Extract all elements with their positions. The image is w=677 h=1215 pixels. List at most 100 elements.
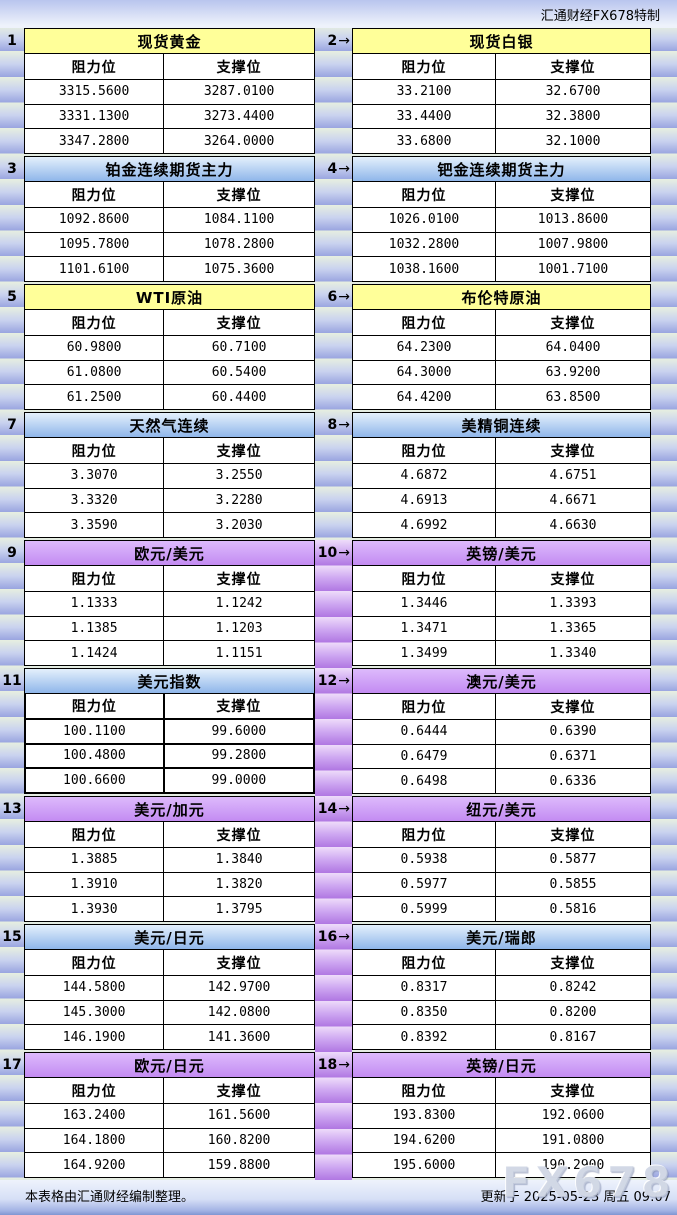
quote-table: 美精铜连续 阻力位 支撑位 4.6872 4.6751 4.6913 4.6671 … (352, 412, 651, 538)
right-margin (651, 668, 677, 796)
resistance-value: 1092.8600 (25, 208, 165, 233)
row-number-label: 16 → (317, 929, 350, 945)
resistance-value: 1.3930 (25, 897, 165, 922)
row-number-label: 18 → (317, 1057, 350, 1073)
resistance-value: 1026.0100 (353, 208, 497, 233)
support-value: 63.9200 (496, 360, 651, 386)
table-grid: 阻力位 支撑位 1026.0100 1013.8600 1032.2800 1007… (352, 182, 651, 282)
support-header: 支撑位 (496, 822, 651, 848)
resistance-value: 3347.2800 (25, 129, 165, 154)
quote-table: 美元指数 阻力位 支撑位 100.1100 99.6000 100.4800 99.… (24, 668, 315, 794)
resistance-value: 1095.7800 (25, 232, 165, 258)
resistance-value: 33.4400 (353, 104, 497, 130)
support-header: 支撑位 (164, 1078, 315, 1104)
center-gap: 12 → (315, 668, 352, 796)
left-margin: 15 (0, 924, 24, 1052)
right-arrow-icon: → (338, 161, 350, 177)
fx678-watermark: FX678 (502, 1158, 676, 1207)
update-timestamp: 更新于 2025-05-23 周五 09:07 (480, 1190, 671, 1205)
resistance-value: 33.2100 (353, 80, 497, 105)
table-title: 美元/日元 (24, 924, 315, 950)
support-value: 4.6751 (496, 464, 651, 489)
support-header: 支撑位 (164, 950, 315, 976)
resistance-value: 144.5800 (25, 976, 165, 1001)
support-value: 141.3600 (164, 1025, 315, 1050)
right-margin (651, 284, 677, 412)
support-value: 32.3800 (496, 104, 651, 130)
support-header: 支撑位 (164, 822, 315, 848)
support-header: 支撑位 (496, 54, 651, 80)
table-title: 英镑/美元 (352, 540, 651, 566)
resistance-header: 阻力位 (26, 694, 165, 720)
row-number-label: 1 (7, 33, 17, 49)
center-gap: 16 → (315, 924, 352, 1052)
support-value: 1.3840 (164, 848, 315, 873)
support-value: 1.3340 (496, 641, 651, 666)
support-value: 0.6336 (496, 769, 651, 794)
table-title: 美元指数 (24, 668, 315, 694)
resistance-value: 0.8392 (353, 1025, 497, 1050)
row-number-label: 11 (2, 673, 22, 689)
resistance-value: 4.6872 (353, 464, 497, 489)
center-gap: 10 → (315, 540, 352, 668)
support-value: 142.0800 (164, 1000, 315, 1026)
quote-table: WTI原油 阻力位 支撑位 60.9800 60.7100 61.0800 60.5… (24, 284, 315, 410)
support-value: 4.6630 (496, 513, 651, 538)
quote-table: 钯金连续期货主力 阻力位 支撑位 1026.0100 1013.8600 1032… (352, 156, 651, 282)
resistance-header: 阻力位 (353, 310, 497, 336)
table-title: 天然气连续 (24, 412, 315, 438)
resistance-value: 0.5999 (353, 897, 497, 922)
table-title: 布伦特原油 (352, 284, 651, 310)
table-title: 美元/加元 (24, 796, 315, 822)
center-gap: 14 → (315, 796, 352, 924)
table-title: 欧元/美元 (24, 540, 315, 566)
resistance-header: 阻力位 (353, 54, 497, 80)
resistance-value: 1101.6100 (25, 257, 165, 282)
table-grid: 阻力位 支撑位 64.2300 64.0400 64.3000 63.9200 64… (352, 310, 651, 410)
table-title: 钯金连续期货主力 (352, 156, 651, 182)
support-value: 0.6371 (496, 744, 651, 770)
table-pair-row: 11 美元指数 阻力位 支撑位 100.1100 99.6000 100.4800… (0, 668, 677, 796)
table-grid: 阻力位 支撑位 0.6444 0.6390 0.6479 0.6371 0.6498… (352, 694, 651, 794)
support-value: 1007.9800 (496, 232, 651, 258)
resistance-header: 阻力位 (25, 310, 165, 336)
resistance-value: 164.9200 (25, 1153, 165, 1178)
support-header: 支撑位 (164, 182, 315, 208)
table-grid: 阻力位 支撑位 100.1100 99.6000 100.4800 99.2800 … (24, 694, 315, 794)
resistance-value: 3331.1300 (25, 104, 165, 130)
resistance-value: 193.8300 (353, 1104, 497, 1129)
left-margin: 3 (0, 156, 24, 284)
left-margin: 1 (0, 28, 24, 156)
right-arrow-icon: → (338, 1057, 350, 1073)
table-title: 澳元/美元 (352, 668, 651, 694)
top-bar: 汇通财经FX678特制 (0, 0, 677, 28)
table-grid: 阻力位 支撑位 163.2400 161.5600 164.1800 160.820… (24, 1078, 315, 1178)
table-grid: 阻力位 支撑位 3315.5600 3287.0100 3331.1300 3273… (24, 54, 315, 154)
table-grid: 阻力位 支撑位 1.3446 1.3393 1.3471 1.3365 1.3499… (352, 566, 651, 666)
resistance-value: 33.6800 (353, 129, 497, 154)
right-margin (651, 924, 677, 1052)
center-gap: 4 → (315, 156, 352, 284)
table-grid: 阻力位 支撑位 193.8300 192.0600 194.6200 191.080… (352, 1078, 651, 1178)
resistance-value: 1.3471 (353, 616, 497, 642)
support-header: 支撑位 (164, 566, 315, 592)
row-number-label: 6 → (327, 289, 350, 305)
support-header: 支撑位 (164, 54, 315, 80)
support-value: 1.1151 (164, 641, 315, 666)
table-blocks: 1 现货黄金 阻力位 支撑位 3315.5600 3287.0100 3331.1… (0, 28, 677, 1180)
support-value: 1.1203 (164, 616, 315, 642)
table-title: 英镑/日元 (352, 1052, 651, 1078)
center-gap: 6 → (315, 284, 352, 412)
right-margin (651, 796, 677, 924)
support-value: 1.3820 (164, 872, 315, 898)
resistance-value: 1.1333 (25, 592, 165, 617)
bottom-bar: 本表格由汇通财经编制整理。 更新于 2025-05-23 周五 09:07 (0, 1180, 677, 1215)
resistance-value: 164.1800 (25, 1128, 165, 1154)
table-grid: 阻力位 支撑位 1.3885 1.3840 1.3910 1.3820 1.3930… (24, 822, 315, 922)
support-header: 支撑位 (164, 310, 315, 336)
resistance-header: 阻力位 (25, 566, 165, 592)
resistance-value: 1038.1600 (353, 257, 497, 282)
right-margin (651, 28, 677, 156)
resistance-value: 3.3590 (25, 513, 165, 538)
left-margin: 11 (0, 668, 24, 796)
